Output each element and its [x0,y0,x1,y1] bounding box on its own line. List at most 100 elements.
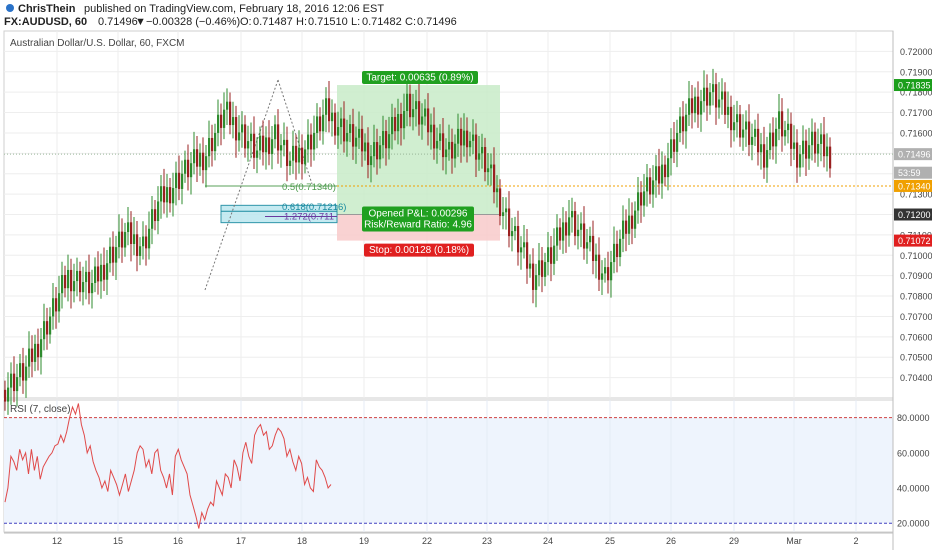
candle-body[interactable] [745,121,748,130]
candle-body[interactable] [475,134,478,160]
candle-body[interactable] [484,147,487,173]
candle-body[interactable] [379,145,382,160]
candle-body[interactable] [733,122,736,131]
candle-body[interactable] [52,298,55,317]
candle-body[interactable] [88,271,91,294]
candle-body[interactable] [265,137,268,153]
candle-body[interactable] [634,210,637,229]
candle-body[interactable] [214,132,217,152]
candle-body[interactable] [139,246,142,256]
candle-body[interactable] [403,110,406,129]
candle-body[interactable] [559,227,562,241]
candle-body[interactable] [802,140,805,155]
candle-body[interactable] [481,147,484,154]
candle-body[interactable] [205,156,208,171]
candle-body[interactable] [571,211,574,218]
candle-body[interactable] [721,91,724,100]
candle-body[interactable] [511,231,514,237]
candle-body[interactable] [565,222,568,236]
candle-body[interactable] [421,116,424,125]
candle-body[interactable] [760,144,763,153]
candle-body[interactable] [517,226,520,253]
candle-body[interactable] [196,149,199,167]
candle-body[interactable] [124,232,127,248]
candle-body[interactable] [580,223,583,230]
candle-body[interactable] [601,273,604,280]
candle-body[interactable] [274,124,277,140]
candle-body[interactable] [319,116,322,132]
candle-body[interactable] [562,222,565,241]
candle-body[interactable] [67,269,70,289]
candle-body[interactable] [682,116,685,132]
candle-body[interactable] [679,116,682,133]
candle-body[interactable] [400,113,403,129]
candle-body[interactable] [184,159,187,174]
candle-body[interactable] [472,134,475,141]
candle-body[interactable] [814,131,817,154]
candle-body[interactable] [535,275,538,290]
candle-body[interactable] [568,217,571,236]
candle-body[interactable] [412,109,415,118]
candle-body[interactable] [784,130,787,137]
candle-body[interactable] [280,145,283,151]
candle-body[interactable] [118,231,121,248]
candle-body[interactable] [4,389,7,402]
candle-body[interactable] [751,136,754,145]
candle-body[interactable] [592,235,595,261]
candle-body[interactable] [520,247,523,253]
candle-body[interactable] [556,227,559,246]
candle-body[interactable] [775,128,778,147]
candle-body[interactable] [796,142,799,168]
candle-body[interactable] [817,143,820,154]
candle-body[interactable] [199,152,202,167]
candle-body[interactable] [763,144,766,168]
candle-body[interactable] [100,264,103,282]
candle-body[interactable] [460,128,463,146]
candle-body[interactable] [811,131,814,146]
candle-body[interactable] [436,140,439,149]
candle-body[interactable] [358,128,361,138]
candle-body[interactable] [574,211,577,237]
candle-body[interactable] [91,283,94,294]
candle-body[interactable] [361,128,364,152]
candle-body[interactable] [301,147,304,165]
candle-body[interactable] [106,263,109,280]
candle-body[interactable] [103,264,106,280]
candle-body[interactable] [256,150,259,158]
candle-body[interactable] [805,140,808,159]
candle-body[interactable] [175,172,178,189]
candle-body[interactable] [190,163,193,178]
candle-body[interactable] [406,93,409,111]
candle-body[interactable] [136,234,139,256]
candle-body[interactable] [133,234,136,244]
candle-body[interactable] [337,127,340,136]
candle-body[interactable] [550,247,553,264]
candle-body[interactable] [130,222,133,244]
candle-body[interactable] [181,173,184,189]
candle-body[interactable] [664,164,667,178]
candle-body[interactable] [706,87,709,106]
candle-body[interactable] [799,154,802,168]
candle-body[interactable] [346,132,349,142]
candle-body[interactable] [643,191,646,206]
candle-body[interactable] [391,116,394,135]
candle-body[interactable] [448,141,451,150]
candle-body[interactable] [598,254,601,280]
candle-body[interactable] [730,106,733,131]
candle-body[interactable] [697,96,700,115]
candle-body[interactable] [283,139,286,146]
candle-body[interactable] [244,124,247,149]
rsi-line[interactable] [4,403,332,529]
candle-body[interactable] [76,270,79,282]
candle-body[interactable] [694,96,697,114]
candle-body[interactable] [505,208,508,213]
candle-body[interactable] [685,114,688,132]
candle-body[interactable] [415,101,418,110]
candle-body[interactable] [625,220,628,234]
candle-body[interactable] [85,271,88,283]
candle-body[interactable] [673,139,676,152]
candle-body[interactable] [466,130,469,148]
candle-body[interactable] [352,124,355,147]
candle-body[interactable] [712,84,715,93]
